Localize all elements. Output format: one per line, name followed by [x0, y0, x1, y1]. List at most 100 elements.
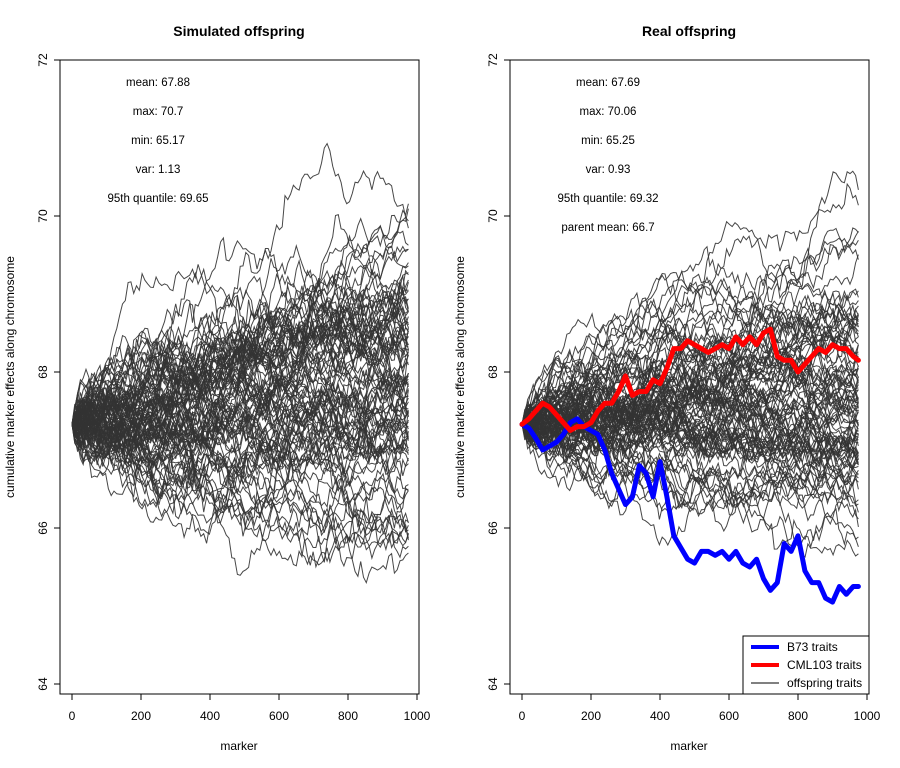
offspring-line: [521, 382, 859, 457]
y-tick-label: 66: [486, 521, 500, 535]
offspring-line: [521, 320, 859, 425]
offspring-line: [521, 423, 859, 547]
offspring-line: [71, 313, 409, 436]
chart-title: Simulated offspring: [173, 23, 304, 39]
legend: B73 traits CML103 traits offspring traits: [742, 635, 870, 695]
stat-annotation: min: 65.25: [581, 135, 635, 147]
stat-annotation: parent mean: 66.7: [561, 222, 654, 234]
offspring-line: [521, 354, 859, 457]
stat-annotations: mean: 67.69 max: 70.06 min: 65.25 var: 0.93…: [557, 77, 658, 234]
x-tick-label: 800: [788, 709, 808, 723]
offspring-line: [521, 269, 859, 430]
panel-real: Real offspring mean: 67.69 max: 70.06 min:…: [453, 23, 881, 753]
y-tick-label: 64: [486, 677, 500, 691]
y-axis: 64 66 68 70 72: [36, 53, 60, 691]
offspring-line: [521, 420, 859, 493]
y-tick-label: 68: [486, 365, 500, 379]
stat-annotation: mean: 67.69: [576, 77, 640, 89]
offspring-line: [521, 182, 859, 425]
offspring-line: [71, 411, 409, 544]
x-tick-label: 1000: [854, 709, 881, 723]
offspring-line: [521, 230, 859, 425]
offspring-line: [71, 217, 409, 444]
y-tick-label: 68: [36, 365, 50, 379]
offspring-line: [521, 380, 859, 522]
stat-annotation: 95th quantile: 69.65: [107, 193, 208, 205]
x-tick-label: 600: [719, 709, 739, 723]
stat-annotation: var: 0.93: [586, 164, 631, 176]
offspring-line: [71, 327, 409, 462]
offspring-line: [521, 286, 859, 425]
chart-title: Real offspring: [642, 23, 736, 39]
stat-annotation: mean: 67.88: [126, 77, 190, 89]
x-axis-label: marker: [670, 739, 707, 753]
y-axis: 64 66 68 70 72: [486, 53, 510, 691]
offspring-line: [522, 359, 859, 443]
x-tick-label: 1000: [404, 709, 431, 723]
offspring-line: [521, 388, 859, 492]
offspring-line: [71, 293, 409, 425]
stat-annotation: min: 65.17: [131, 135, 185, 147]
legend-label: offspring traits: [787, 676, 862, 690]
offspring-line: [521, 421, 859, 506]
y-tick-label: 70: [36, 209, 50, 223]
x-tick-label: 200: [581, 709, 601, 723]
offspring-line: [71, 403, 409, 479]
offspring-line: [71, 289, 409, 437]
offspring-line: [521, 336, 859, 425]
legend-label: B73 traits: [787, 640, 838, 654]
offspring-line: [71, 404, 409, 566]
x-axis: 0 200 400 600 800 1000: [69, 693, 431, 723]
x-tick-label: 0: [519, 709, 526, 723]
offspring-line: [71, 295, 409, 450]
y-axis-label: cumulative marker effects along chromoso…: [453, 256, 467, 498]
x-tick-label: 0: [69, 709, 76, 723]
b73-traits-line: [519, 416, 861, 605]
offspring-line: [71, 392, 409, 487]
offspring-line: [71, 424, 409, 550]
offspring-line: [521, 170, 859, 425]
stat-annotation: max: 70.7: [133, 106, 184, 118]
offspring-line: [71, 289, 409, 443]
offspring-line: [71, 203, 409, 426]
offspring-line: [521, 240, 859, 425]
stat-annotation: 95th quantile: 69.32: [557, 193, 658, 205]
offspring-line: [71, 399, 409, 511]
legend-label: CML103 traits: [787, 658, 862, 672]
offspring-line: [71, 386, 409, 501]
x-axis: 0 200 400 600 800 1000: [519, 693, 881, 723]
x-tick-label: 400: [650, 709, 670, 723]
offspring-line: [71, 308, 409, 461]
y-tick-label: 64: [36, 677, 50, 691]
cml103-traits-line: [519, 326, 861, 433]
y-tick-label: 70: [486, 209, 500, 223]
offspring-line: [71, 343, 409, 467]
offspring-line: [71, 406, 409, 529]
offspring-line: [521, 365, 859, 510]
stat-annotation: max: 70.06: [580, 106, 637, 118]
offspring-line: [521, 282, 859, 435]
offspring-line: [521, 327, 859, 425]
offspring-line: [521, 386, 859, 504]
offspring-line: [521, 357, 859, 469]
offspring-line: [521, 313, 859, 442]
offspring-line: [71, 335, 409, 479]
x-tick-label: 600: [269, 709, 289, 723]
parent-lines: [519, 326, 861, 605]
offspring-line: [521, 416, 859, 475]
y-tick-label: 72: [36, 53, 50, 67]
x-tick-label: 400: [200, 709, 220, 723]
offspring-line: [71, 388, 409, 568]
panel-simulated: Simulated offspring mean: 67.88 max: 70.7…: [3, 23, 431, 753]
offspring-line: [71, 332, 409, 429]
offspring-line: [71, 391, 409, 465]
stat-annotation: var: 1.13: [136, 164, 181, 176]
stat-annotations: mean: 67.88 max: 70.7 min: 65.17 var: 1.13 9…: [107, 77, 208, 205]
offspring-lines: [71, 142, 409, 585]
offspring-line: [521, 417, 859, 550]
y-tick-label: 66: [36, 521, 50, 535]
x-tick-label: 200: [131, 709, 151, 723]
y-tick-label: 72: [486, 53, 500, 67]
y-axis-label: cumulative marker effects along chromoso…: [3, 256, 17, 498]
